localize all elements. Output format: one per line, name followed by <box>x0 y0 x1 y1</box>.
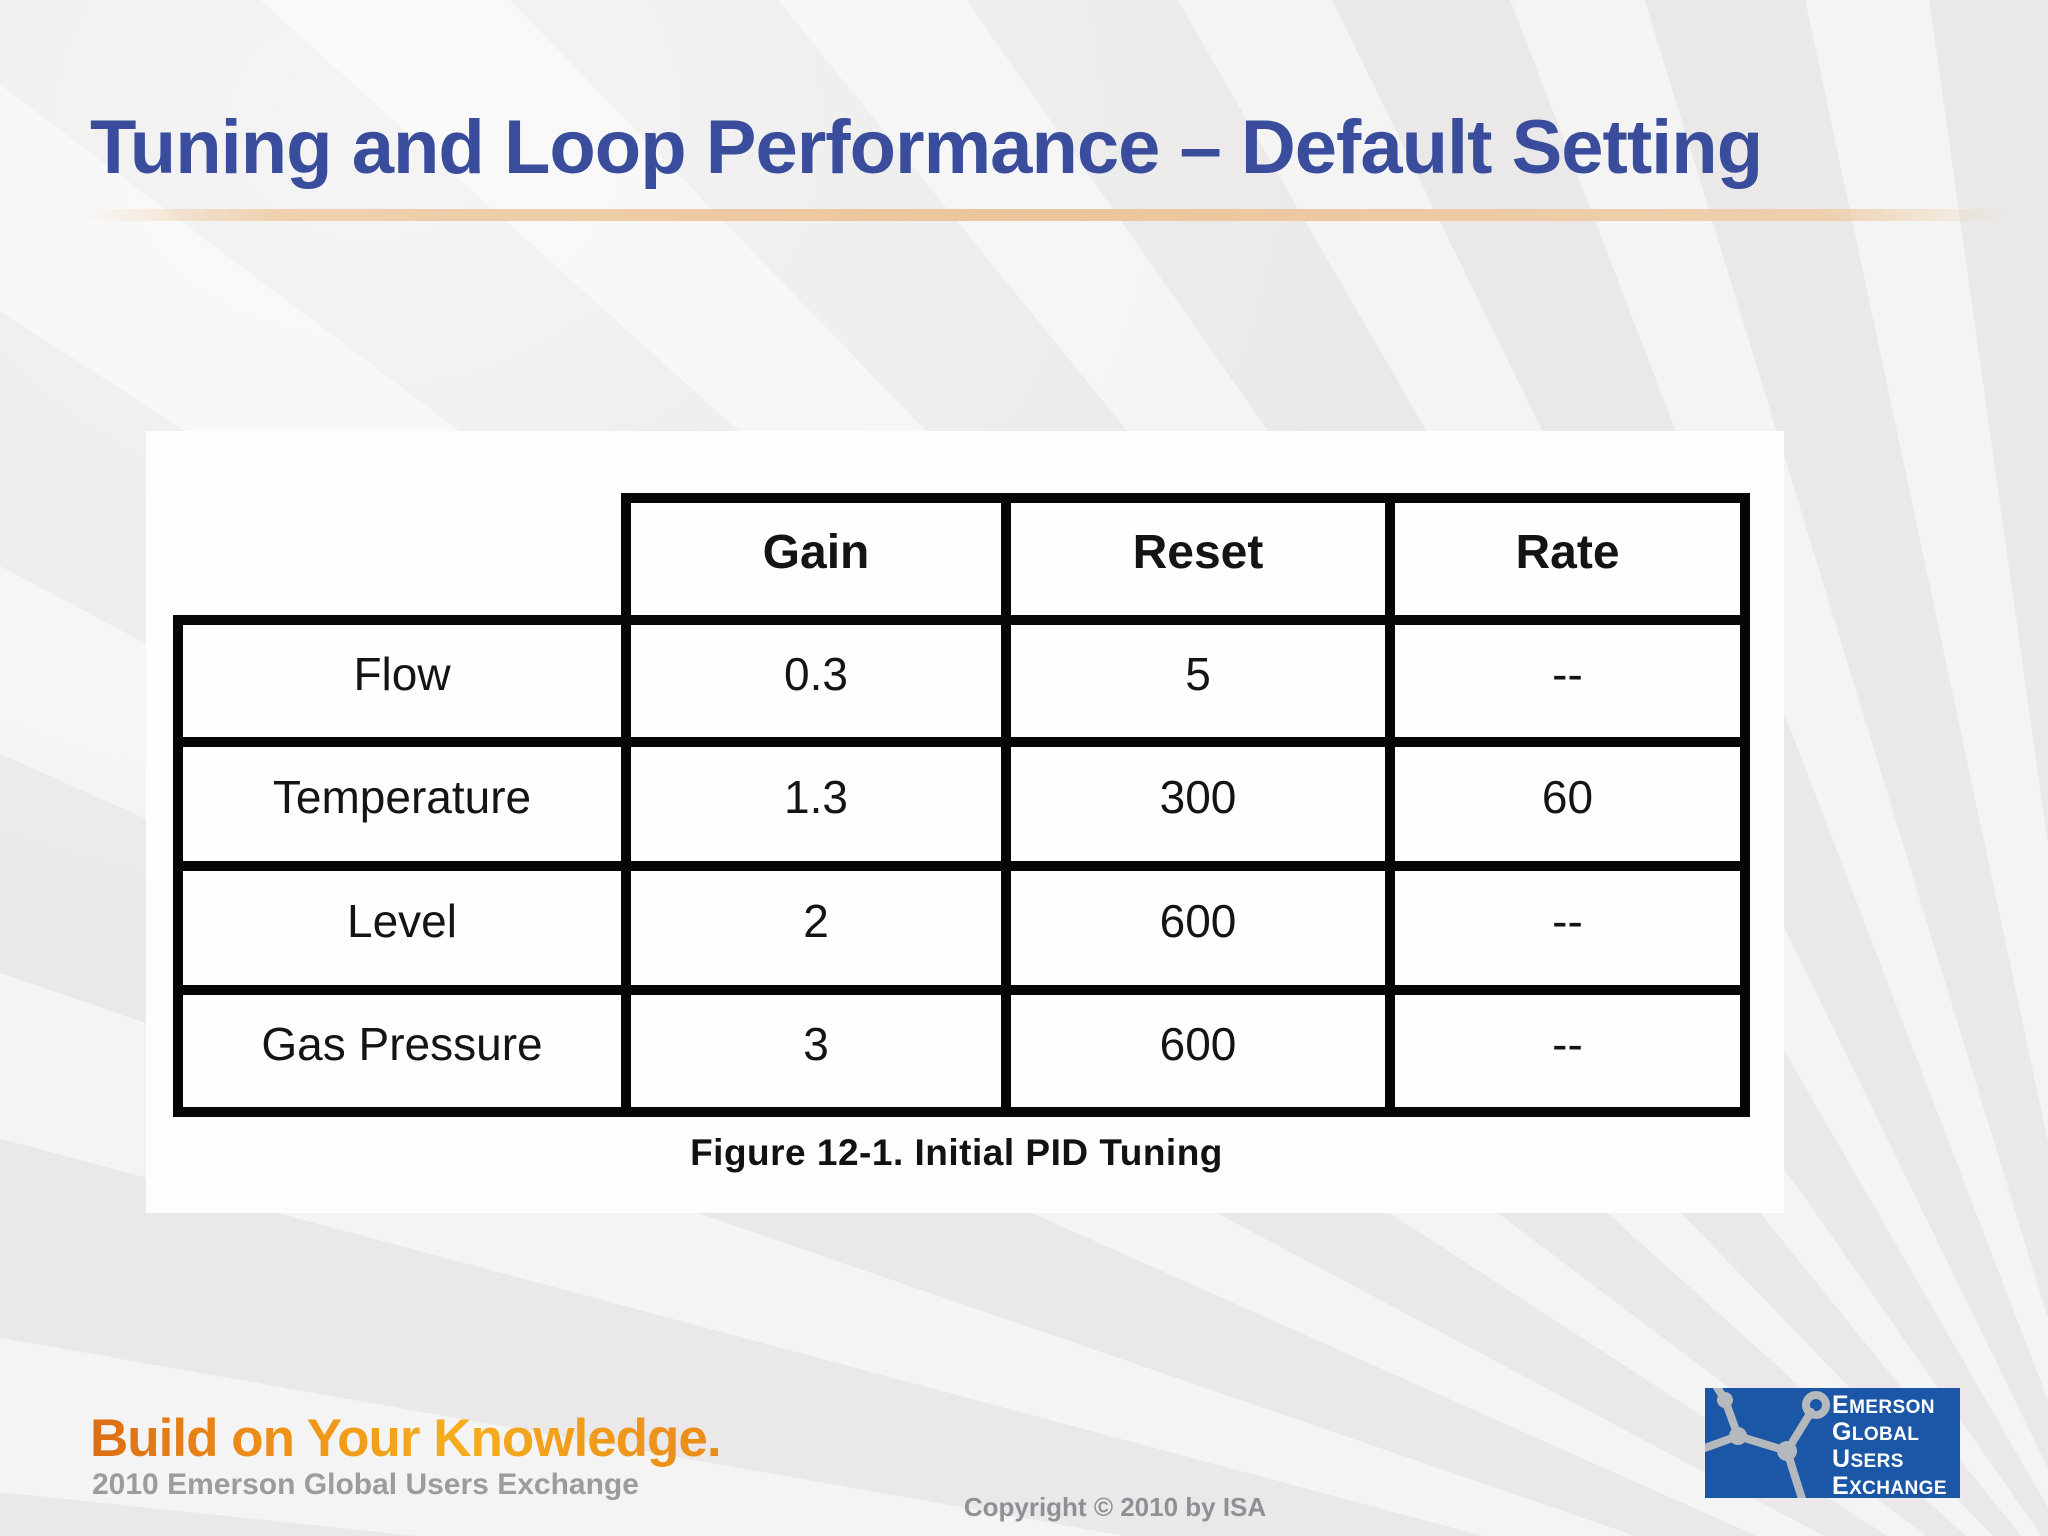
emerson-logo-text: EMERSON GLOBAL USERS EXCHANGE <box>1832 1391 1947 1499</box>
row-label-level: Level <box>173 861 631 995</box>
cell-gas-pressure-gain: 3 <box>621 985 1011 1117</box>
cell-level-reset: 600 <box>1001 861 1395 995</box>
cell-temperature-gain: 1.3 <box>621 737 1011 871</box>
logo-line-emerson: EMERSON <box>1832 1391 1935 1419</box>
cell-level-gain: 2 <box>621 861 1011 995</box>
row-label-gas-pressure: Gas Pressure <box>173 985 631 1117</box>
cell-temperature-reset: 300 <box>1001 737 1395 871</box>
molecule-network-icon <box>1705 1388 1830 1498</box>
cell-level-rate: -- <box>1385 861 1750 995</box>
row-label-flow: Flow <box>173 615 631 747</box>
cell-flow-rate: -- <box>1385 615 1750 747</box>
col-header-rate: Rate <box>1385 493 1750 625</box>
cell-gas-pressure-rate: -- <box>1385 985 1750 1117</box>
logo-line-global: GLOBAL <box>1832 1418 1920 1446</box>
figure-caption: Figure 12-1. Initial PID Tuning <box>690 1132 1223 1173</box>
table-header-row: Gain Reset Rate <box>178 493 1750 625</box>
slide-title: Tuning and Loop Performance – Default Se… <box>90 105 1763 190</box>
col-header-reset: Reset <box>1001 493 1395 625</box>
cell-temperature-rate: 60 <box>1385 737 1750 871</box>
table-row-level: Level 2 600 -- <box>173 861 1750 995</box>
table-row-gas-pressure: Gas Pressure 3 600 -- <box>173 985 1750 1117</box>
footer-tagline: Build on Your Knowledge. <box>90 1409 722 1468</box>
table-corner-cell <box>178 498 626 620</box>
pid-tuning-table: Gain Reset Rate Flow 0.3 5 -- Temperatur… <box>173 493 1750 1117</box>
cell-gas-pressure-reset: 600 <box>1001 985 1395 1117</box>
table-row-temperature: Temperature 1.3 300 60 <box>173 737 1750 871</box>
cell-flow-reset: 5 <box>1001 615 1395 747</box>
title-underline <box>82 209 2010 221</box>
logo-line-users: USERS <box>1832 1445 1904 1473</box>
row-label-temperature: Temperature <box>173 737 631 871</box>
cell-flow-gain: 0.3 <box>621 615 1011 747</box>
footer-event-name: 2010 Emerson Global Users Exchange <box>92 1468 639 1501</box>
logo-line-exchange: EXCHANGE <box>1832 1472 1947 1499</box>
footer-copyright: Copyright © 2010 by ISA <box>963 1492 1267 1522</box>
emerson-logo: EMERSON GLOBAL USERS EXCHANGE <box>1705 1388 1960 1498</box>
col-header-gain: Gain <box>621 493 1011 625</box>
table-row-flow: Flow 0.3 5 -- <box>173 615 1750 747</box>
